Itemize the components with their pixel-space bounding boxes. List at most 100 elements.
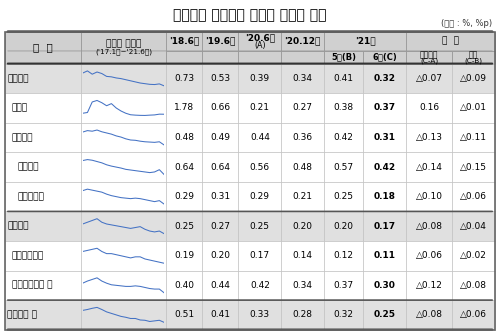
Text: △0.15: △0.15 xyxy=(460,163,487,171)
Text: △0.01: △0.01 xyxy=(460,104,487,113)
Text: 0.37: 0.37 xyxy=(374,104,396,113)
Text: 개인사업자: 개인사업자 xyxy=(17,192,44,201)
Bar xyxy=(202,182,238,211)
Bar xyxy=(364,64,406,93)
Bar xyxy=(5,182,80,211)
Bar xyxy=(324,211,364,241)
Text: 전년동월: 전년동월 xyxy=(420,51,438,60)
Bar xyxy=(5,123,80,152)
Bar xyxy=(238,123,281,152)
Bar xyxy=(166,64,202,93)
Bar xyxy=(80,64,166,93)
Bar xyxy=(238,241,281,270)
Text: 구  분: 구 분 xyxy=(33,43,52,53)
Text: 0.21: 0.21 xyxy=(250,104,270,113)
Bar xyxy=(238,270,281,300)
Text: 0.25: 0.25 xyxy=(374,310,396,319)
Text: 0.66: 0.66 xyxy=(210,104,231,113)
Text: 0.53: 0.53 xyxy=(210,74,231,83)
Text: 0.36: 0.36 xyxy=(292,133,312,142)
Bar xyxy=(364,93,406,123)
Bar xyxy=(80,182,166,211)
Bar xyxy=(324,123,364,152)
Bar xyxy=(324,182,364,211)
Bar xyxy=(80,300,166,330)
Bar xyxy=(452,182,495,211)
Bar xyxy=(5,32,495,330)
Bar xyxy=(452,93,495,123)
Text: 0.31: 0.31 xyxy=(374,133,396,142)
Text: 0.32: 0.32 xyxy=(374,74,396,83)
Text: 변  동: 변 동 xyxy=(442,37,459,46)
Text: △0.08: △0.08 xyxy=(460,281,487,290)
Bar xyxy=(452,123,495,152)
Text: △0.07: △0.07 xyxy=(416,74,442,83)
Bar xyxy=(5,300,80,330)
Bar xyxy=(364,123,406,152)
Bar xyxy=(202,152,238,182)
Bar xyxy=(452,51,495,64)
Bar xyxy=(452,241,495,270)
Text: △0.06: △0.06 xyxy=(460,310,487,319)
Text: '21년: '21년 xyxy=(355,37,376,46)
Text: 0.57: 0.57 xyxy=(334,163,354,171)
Text: 연체율 시계열: 연체율 시계열 xyxy=(106,39,141,48)
Bar xyxy=(281,123,324,152)
Text: '19.6말: '19.6말 xyxy=(205,37,236,46)
Bar xyxy=(5,270,80,300)
Text: △0.12: △0.12 xyxy=(416,281,442,290)
Text: (C-A): (C-A) xyxy=(420,57,438,64)
Bar xyxy=(281,64,324,93)
Text: △0.13: △0.13 xyxy=(416,133,442,142)
Bar xyxy=(324,152,364,182)
Bar xyxy=(406,300,452,330)
Bar xyxy=(281,211,324,241)
Bar xyxy=(202,32,238,51)
Text: 0.49: 0.49 xyxy=(210,133,231,142)
Text: (A): (A) xyxy=(254,41,266,50)
Bar xyxy=(80,211,166,241)
Bar xyxy=(452,64,495,93)
Text: 가계대출: 가계대출 xyxy=(7,222,28,231)
Bar xyxy=(364,182,406,211)
Text: ('17.1월~'21.6월): ('17.1월~'21.6월) xyxy=(95,48,152,55)
Text: 0.29: 0.29 xyxy=(250,192,270,201)
Bar xyxy=(166,300,202,330)
Bar xyxy=(452,152,495,182)
Text: 0.14: 0.14 xyxy=(292,251,312,260)
Text: 0.44: 0.44 xyxy=(210,281,231,290)
Bar xyxy=(238,93,281,123)
Text: 0.32: 0.32 xyxy=(334,310,353,319)
Bar xyxy=(324,32,406,51)
Text: 0.29: 0.29 xyxy=(174,192,194,201)
Text: 0.64: 0.64 xyxy=(174,163,194,171)
Text: 0.20: 0.20 xyxy=(292,222,312,231)
Bar xyxy=(166,32,202,51)
Text: △0.09: △0.09 xyxy=(460,74,487,83)
Text: 원화대출 계: 원화대출 계 xyxy=(7,310,37,319)
Bar xyxy=(406,32,495,51)
Text: 5말(B): 5말(B) xyxy=(331,53,356,62)
Text: △0.06: △0.06 xyxy=(460,192,487,201)
Text: 6말(C): 6말(C) xyxy=(372,53,397,62)
Text: '18.6말: '18.6말 xyxy=(169,37,200,46)
Text: 0.34: 0.34 xyxy=(292,281,312,290)
Bar xyxy=(406,51,452,64)
Bar xyxy=(238,51,281,64)
Bar xyxy=(406,152,452,182)
Bar xyxy=(238,64,281,93)
Bar xyxy=(202,270,238,300)
Text: 대기업: 대기업 xyxy=(12,104,28,113)
Text: 국내은행 원화대출 부문별 연체율 추이: 국내은행 원화대출 부문별 연체율 추이 xyxy=(174,8,327,22)
Bar xyxy=(166,182,202,211)
Text: △0.08: △0.08 xyxy=(416,310,442,319)
Bar xyxy=(238,152,281,182)
Bar xyxy=(166,51,202,64)
Bar xyxy=(324,241,364,270)
Bar xyxy=(452,211,495,241)
Bar xyxy=(281,300,324,330)
Bar xyxy=(166,123,202,152)
Bar xyxy=(324,64,364,93)
Bar xyxy=(80,93,166,123)
Text: △0.02: △0.02 xyxy=(460,251,487,260)
